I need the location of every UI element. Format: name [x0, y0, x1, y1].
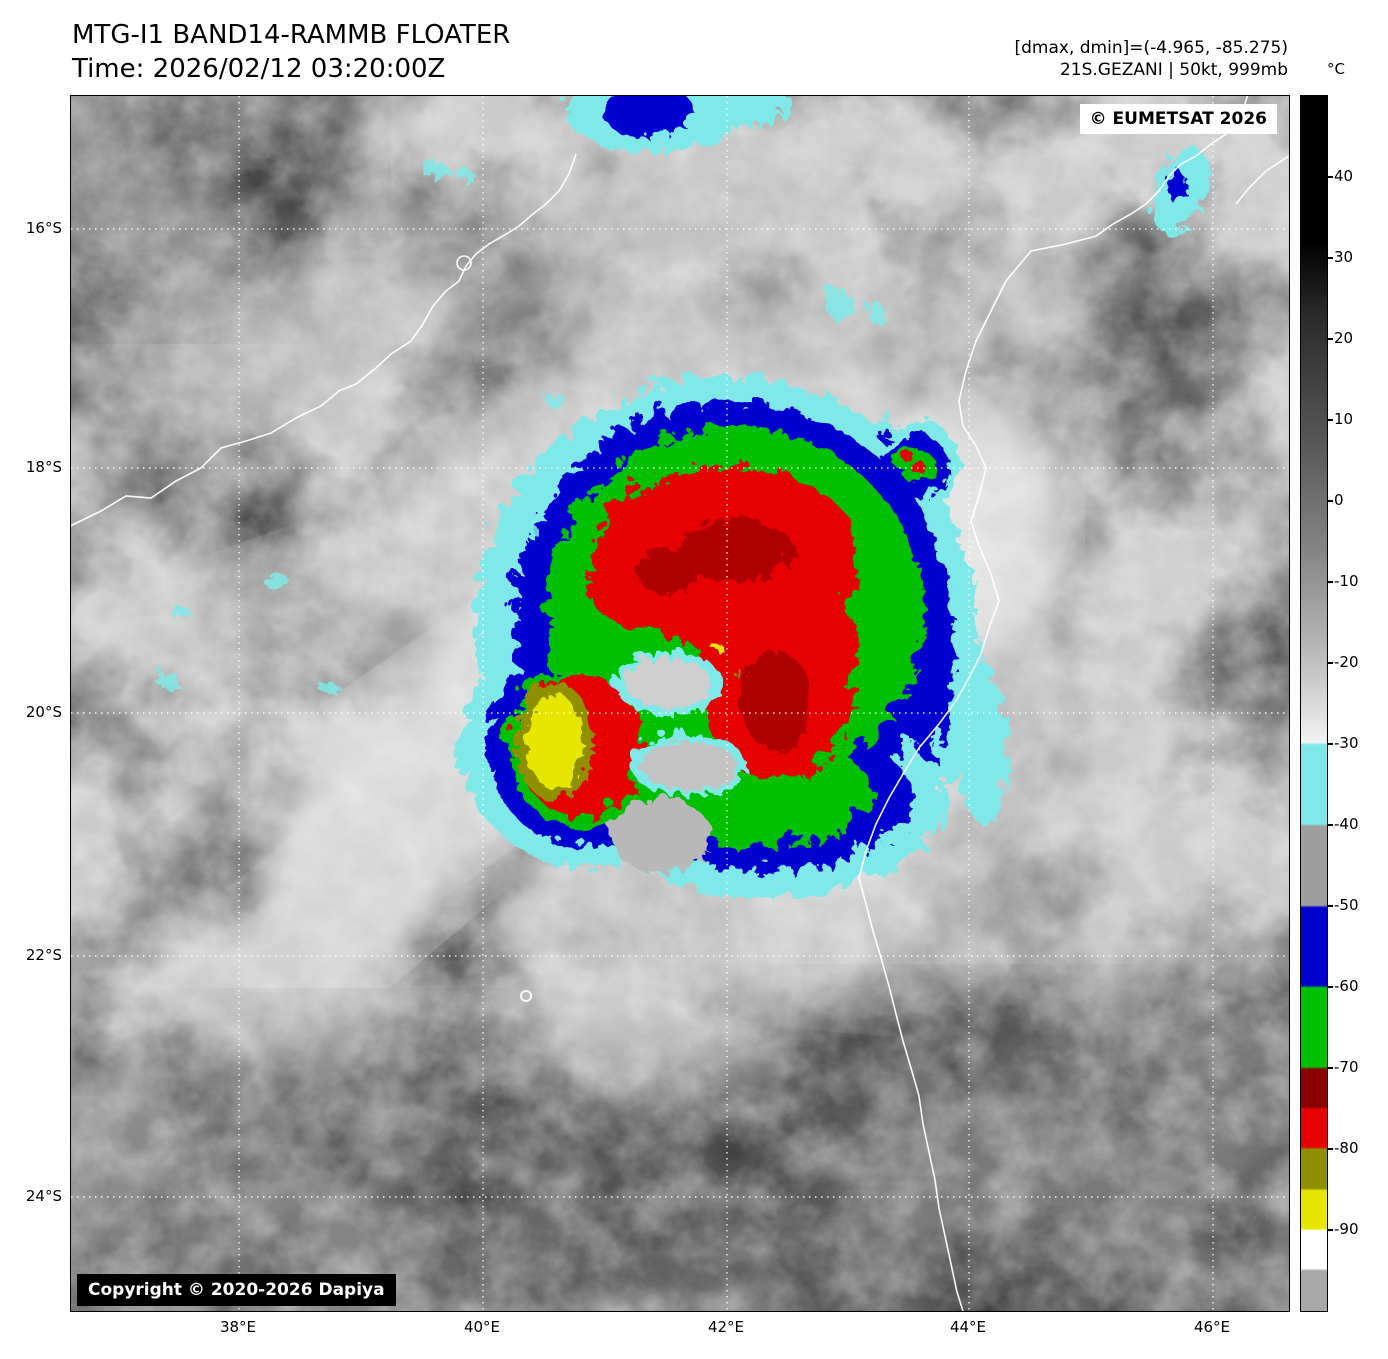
lon-label-46e: 46°E	[1193, 1318, 1231, 1336]
lon-label-38e: 38°E	[219, 1318, 257, 1336]
small-ring-marker	[520, 990, 532, 1002]
colorbar-tick-label: -10	[1334, 572, 1359, 590]
colorbar-tick	[1327, 905, 1333, 907]
graticule	[71, 96, 1289, 1311]
colorbar-tick	[1327, 419, 1333, 421]
storm-info-label: 21S.GEZANI | 50kt, 999mb	[1059, 60, 1288, 80]
colorbar-tick-label: -30	[1334, 734, 1359, 752]
colorbar-tick	[1327, 1067, 1333, 1069]
lat-label-20s: 20°S	[25, 703, 62, 721]
colorbar-tick-label: -90	[1334, 1220, 1359, 1238]
colorbar-tick-label: -40	[1334, 815, 1359, 833]
lat-label-24s: 24°S	[25, 1187, 62, 1205]
eumetsat-badge: © EUMETSAT 2026	[1079, 104, 1277, 134]
colorbar-tick	[1327, 1148, 1333, 1150]
colorbar-tick	[1327, 500, 1333, 502]
colorbar-tick-label: 20	[1334, 329, 1354, 347]
colorbar-tick-label: -70	[1334, 1058, 1359, 1076]
coastline-paths	[71, 96, 1289, 1311]
colorbar-tick	[1327, 986, 1333, 988]
copyright-badge: Copyright © 2020-2026 Dapiya	[77, 1274, 396, 1306]
lon-label-44e: 44°E	[949, 1318, 987, 1336]
colorbar-tick-label: 30	[1334, 248, 1354, 266]
lat-label-16s: 16°S	[25, 219, 62, 237]
lat-label-22s: 22°S	[25, 946, 62, 964]
colorbar-tick-label: -20	[1334, 653, 1359, 671]
lat-label-18s: 18°S	[25, 458, 62, 476]
colorbar-tick	[1327, 338, 1333, 340]
colorbar-tick	[1327, 176, 1333, 178]
page-title: MTG-I1 BAND14-RAMMB FLOATER	[72, 20, 511, 50]
colorbar-tick	[1327, 1229, 1333, 1231]
colorbar-tick-label: 10	[1334, 410, 1354, 428]
satellite-map: © EUMETSAT 2026 Copyright © 2020-2026 Da…	[70, 95, 1290, 1312]
colorbar-tick	[1327, 743, 1333, 745]
satellite-image	[71, 96, 1289, 1311]
colorbar-tick	[1327, 581, 1333, 583]
colorbar-tick	[1327, 662, 1333, 664]
colorbar-unit-label: °C	[1327, 60, 1345, 78]
colorbar-tick-label: -60	[1334, 977, 1359, 995]
colorbar-tick-label: 0	[1334, 491, 1344, 509]
colorbar	[1300, 95, 1328, 1312]
timestamp-label: Time: 2026/02/12 03:20:00Z	[72, 54, 446, 84]
colorbar-tick	[1327, 257, 1333, 259]
colorbar-tick	[1327, 824, 1333, 826]
lon-label-42e: 42°E	[707, 1318, 745, 1336]
dmax-dmin-label: [dmax, dmin]=(-4.965, -85.275)	[1014, 38, 1289, 58]
colorbar-tick-label: -50	[1334, 896, 1359, 914]
colorbar-tick-label: 40	[1334, 167, 1354, 185]
colorbar-tick-label: -80	[1334, 1139, 1359, 1157]
cyclone-cold-cloud	[151, 96, 1205, 891]
lon-label-40e: 40°E	[463, 1318, 501, 1336]
